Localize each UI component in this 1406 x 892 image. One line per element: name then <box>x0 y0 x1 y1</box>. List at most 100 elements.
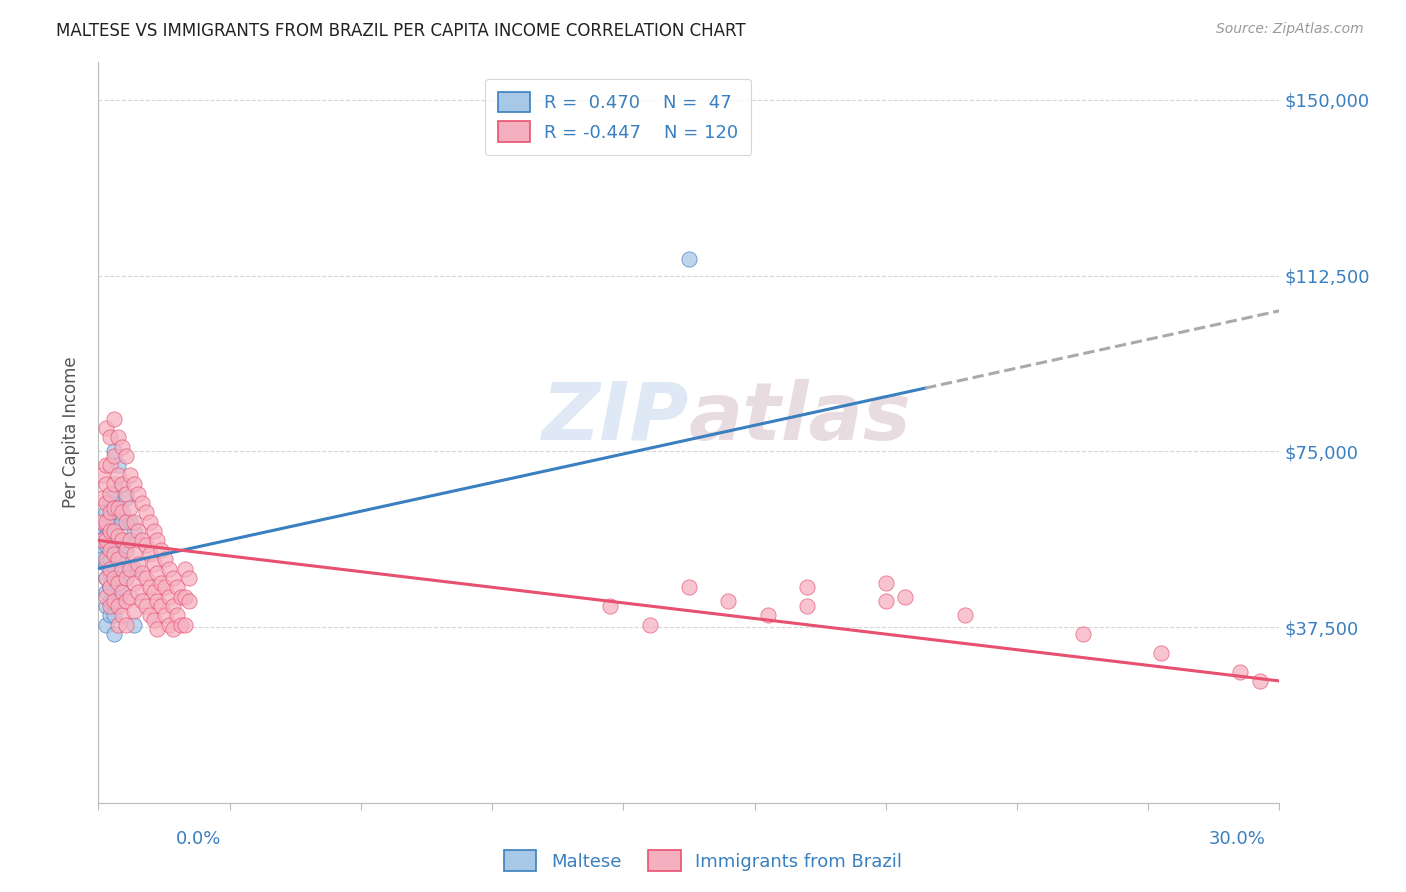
Point <box>96 590 118 604</box>
Point <box>157 617 180 632</box>
Point <box>146 623 169 637</box>
Point <box>166 580 188 594</box>
Point <box>150 542 173 557</box>
Point <box>98 599 121 613</box>
Point <box>98 561 121 575</box>
Point <box>122 477 145 491</box>
Point <box>127 585 149 599</box>
Point <box>135 538 157 552</box>
Point <box>103 585 125 599</box>
Point <box>127 524 149 538</box>
Point <box>111 515 134 529</box>
Point <box>103 515 125 529</box>
Legend: R =  0.470    N =  47, R = -0.447    N = 120: R = 0.470 N = 47, R = -0.447 N = 120 <box>485 78 751 155</box>
Point <box>162 571 184 585</box>
Point <box>135 505 157 519</box>
Y-axis label: Per Capita Income: Per Capita Income <box>62 357 80 508</box>
Point <box>115 571 138 585</box>
Point <box>138 580 160 594</box>
Point <box>98 524 121 538</box>
Point <box>111 533 134 548</box>
Point <box>98 524 121 538</box>
Point <box>96 571 118 585</box>
Point <box>953 608 976 623</box>
Point <box>177 594 200 608</box>
Point <box>796 599 818 613</box>
Point <box>138 515 160 529</box>
Point <box>174 590 197 604</box>
Point <box>91 552 114 566</box>
Point <box>142 585 165 599</box>
Point <box>98 486 121 500</box>
Point <box>111 561 134 575</box>
Point <box>157 590 180 604</box>
Point <box>91 491 114 506</box>
Point <box>103 444 125 458</box>
Point <box>107 599 129 613</box>
Point <box>122 575 145 590</box>
Point <box>96 529 118 543</box>
Point <box>638 617 661 632</box>
Point <box>146 566 169 581</box>
Point <box>98 430 121 444</box>
Text: 30.0%: 30.0% <box>1209 830 1265 847</box>
Point <box>96 571 118 585</box>
Point <box>96 519 118 533</box>
Point <box>115 538 138 552</box>
Point <box>170 590 193 604</box>
Point <box>91 533 114 548</box>
Point <box>98 580 121 594</box>
Point <box>174 561 197 575</box>
Point <box>717 594 740 608</box>
Point <box>98 538 121 552</box>
Point <box>98 542 121 557</box>
Point <box>103 411 125 425</box>
Point <box>894 590 917 604</box>
Point <box>174 617 197 632</box>
Point <box>127 486 149 500</box>
Point <box>138 608 160 623</box>
Point <box>135 599 157 613</box>
Point <box>118 515 141 529</box>
Point <box>111 608 134 623</box>
Point <box>98 458 121 473</box>
Point <box>796 580 818 594</box>
Point <box>756 608 779 623</box>
Point <box>103 561 125 575</box>
Point <box>115 449 138 463</box>
Point <box>118 467 141 482</box>
Point <box>96 599 118 613</box>
Point <box>118 561 141 575</box>
Point <box>107 505 129 519</box>
Point <box>107 430 129 444</box>
Point <box>107 594 129 608</box>
Point <box>96 585 118 599</box>
Point <box>91 542 114 557</box>
Point <box>122 604 145 618</box>
Point <box>111 505 134 519</box>
Point <box>98 594 121 608</box>
Point <box>138 548 160 562</box>
Point <box>96 557 118 571</box>
Point <box>98 510 121 524</box>
Point <box>96 421 118 435</box>
Point <box>91 533 114 548</box>
Point <box>96 552 118 566</box>
Point <box>98 505 121 519</box>
Point <box>98 608 121 623</box>
Point <box>107 529 129 543</box>
Point <box>111 585 134 599</box>
Point <box>142 557 165 571</box>
Text: ZIP: ZIP <box>541 379 689 457</box>
Point <box>96 496 118 510</box>
Point <box>98 552 121 566</box>
Point <box>115 617 138 632</box>
Point <box>115 491 138 506</box>
Point <box>1150 646 1173 660</box>
Point <box>96 617 118 632</box>
Point <box>103 571 125 585</box>
Point <box>107 500 129 515</box>
Text: atlas: atlas <box>689 379 911 457</box>
Point <box>107 538 129 552</box>
Point <box>107 467 129 482</box>
